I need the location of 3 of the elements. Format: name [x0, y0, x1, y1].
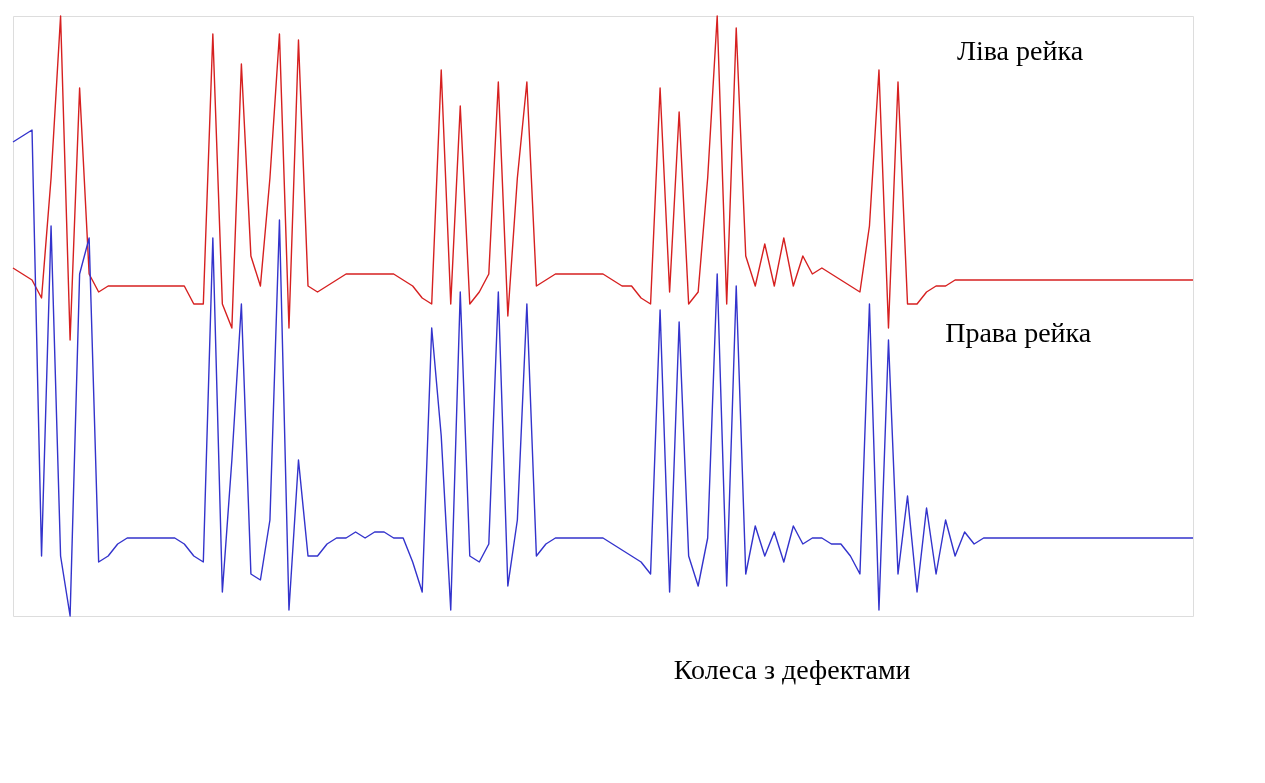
annotation: Ліва рейка [957, 35, 1084, 66]
text: Колеса з дефектами [673, 654, 911, 685]
annotation: Права рейка [945, 317, 1092, 348]
